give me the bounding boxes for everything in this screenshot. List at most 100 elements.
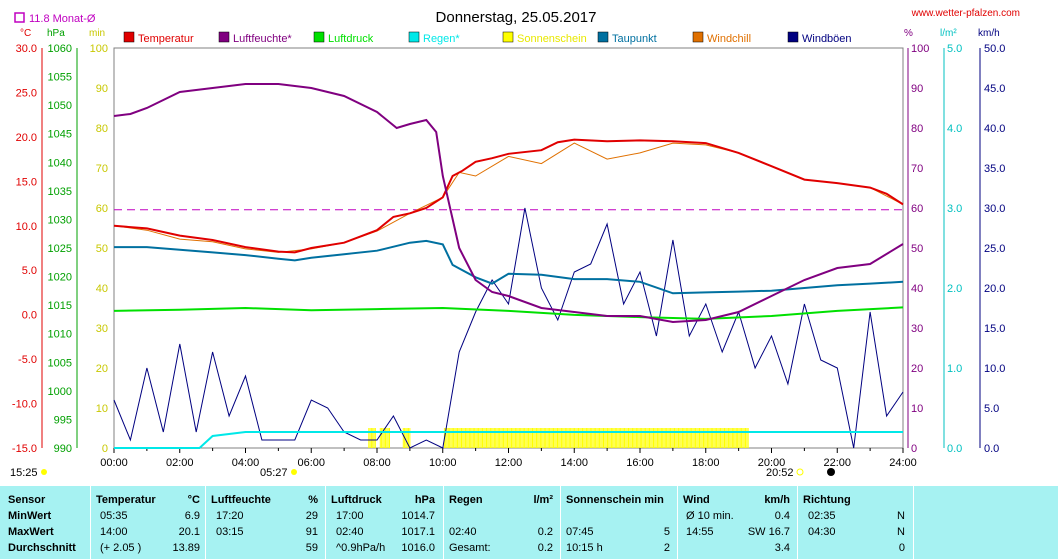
- stats-cell: Sensor: [8, 494, 46, 506]
- legend-label: Windböen: [802, 33, 852, 45]
- weather-chart: Donnerstag, 25.05.2017 www.wetter-pfalze…: [10, 8, 1020, 479]
- axis-tick-label: -5.0: [18, 354, 37, 366]
- axis-tick-label: 0: [911, 443, 917, 455]
- stats-cell: 1014.7: [401, 510, 435, 522]
- time-tick-label: 18:00: [692, 457, 720, 469]
- axis-tick-label: -10.0: [12, 399, 37, 411]
- wind-axis: 50.0 45.0 40.0 35.0 30.0 25.0 20.0 15.0 10.0 5.0 0…: [984, 43, 1005, 455]
- axis-tick-label: 0.0: [22, 310, 37, 322]
- series-luftdruck: [113, 306, 904, 320]
- legend-label: Sonnenschein: [517, 33, 587, 45]
- axis-tick-label: 990: [54, 443, 72, 455]
- stats-column-separator: [443, 486, 444, 559]
- axis-tick-label: -15.0: [12, 443, 37, 455]
- axis-tick-label: 1025: [48, 243, 72, 255]
- axis-tick-label: 1015: [48, 300, 72, 312]
- axis-tick-label: 1060: [48, 43, 72, 55]
- axis-tick-label: 30.0: [984, 203, 1005, 215]
- axis-tick-label: 25.0: [16, 87, 37, 99]
- axis-tick-label: 10.0: [16, 221, 37, 233]
- axis-tick-label: 100: [90, 43, 108, 55]
- axis-tick-label: 0.0: [984, 443, 999, 455]
- time-tick-label: 24:00: [889, 457, 917, 469]
- stats-cell: 0.4: [774, 510, 790, 522]
- stats-cell: 14:00: [100, 526, 128, 538]
- legend-swatch: [218, 31, 230, 43]
- stats-cell: Luftfeuchte: [211, 494, 271, 506]
- axis-tick-label: 1040: [48, 157, 72, 169]
- axis-tick-label: 90: [911, 83, 923, 95]
- stats-cell: Richtung: [803, 494, 851, 506]
- axis-tick-label: 50: [96, 243, 108, 255]
- rain-axis: 5.0 4.0 3.0 2.0 1.0 0.0: [947, 43, 962, 455]
- axis-tick-label: 1045: [48, 129, 72, 141]
- axis-tick-label: 1000: [48, 386, 72, 398]
- axis-tick-label: 1020: [48, 272, 72, 284]
- stats-cell: 6.9: [184, 510, 200, 522]
- stats-cell: 03:15: [216, 526, 244, 538]
- axis-tick-label: 20: [911, 363, 923, 375]
- legend-swatch: [123, 31, 135, 43]
- stats-cell: Temperatur: [96, 494, 156, 506]
- stats-column-separator: [797, 486, 798, 559]
- website-label: www.wetter-pfalzen.com: [911, 8, 1020, 19]
- stats-cell: 1016.0: [401, 542, 435, 554]
- legend-swatch: [692, 31, 704, 43]
- sunset-icon: [796, 468, 804, 476]
- monthly-average-legend: 11.8 Monat-Ø: [14, 12, 96, 25]
- axis-tick-label: 90: [96, 83, 108, 95]
- stats-cell: 3.4: [774, 542, 790, 554]
- legend-swatch: [313, 31, 325, 43]
- stats-column-separator: [913, 486, 914, 559]
- stats-cell: 04:30: [808, 526, 836, 538]
- axis-tick-label: 30: [911, 323, 923, 335]
- stats-cell: ^0.9hPa/h: [336, 542, 386, 554]
- time-tick-label: 12:00: [495, 457, 523, 469]
- axis-tick-label: 80: [96, 123, 108, 135]
- sunset-time: 20:52: [766, 467, 794, 479]
- axis-tick-label: 1050: [48, 100, 72, 112]
- sunrise-time-left: 15:25: [10, 467, 38, 479]
- axis-tick-label: 1055: [48, 72, 72, 84]
- axis-tick-label: 45.0: [984, 83, 1005, 95]
- legend-swatch: [502, 31, 514, 43]
- stats-cell: 29: [305, 510, 318, 522]
- axis-tick-label: 40: [911, 283, 923, 295]
- stats-column-separator: [560, 486, 561, 559]
- stats-cell: Ø 10 min.: [686, 510, 734, 522]
- stats-cell: l/m²: [533, 494, 553, 506]
- time-tick-label: 08:00: [363, 457, 391, 469]
- axis-tick-label: 15.0: [984, 323, 1005, 335]
- stats-cell: 1017.1: [401, 526, 435, 538]
- time-tick-label: 20:00: [758, 457, 786, 469]
- stats-cell: 2: [663, 542, 670, 554]
- legend-swatch: [408, 31, 420, 43]
- stats-cell: 14:55: [686, 526, 714, 538]
- temp-axis: 30.0 25.0 20.0 15.0 10.0 5.0 0.0 -5.0 -10.0 -15.0: [12, 43, 37, 455]
- axis-tick-label: 1005: [48, 357, 72, 369]
- axis-tick-label: 1030: [48, 214, 72, 226]
- stats-cell: MaxWert: [8, 526, 54, 538]
- stats-cell: 59: [305, 542, 318, 554]
- time-tick-label: 06:00: [297, 457, 325, 469]
- axis-tick-label: 0: [102, 443, 108, 455]
- stats-cell: 91: [305, 526, 318, 538]
- moon-icon: [827, 468, 835, 476]
- sun-axis-unit: min: [89, 28, 105, 39]
- axis-tick-label: 10: [911, 403, 923, 415]
- axis-tick-label: 4.0: [947, 123, 962, 135]
- plot-area: [113, 47, 904, 449]
- stats-cell: %: [308, 494, 318, 506]
- pressure-axis: 1060 1055 1050 1045 1040 1035 1030 1025 1020 1015…: [48, 43, 72, 455]
- axis-tick-label: 5.0: [22, 265, 37, 277]
- pressure-axis-unit: hPa: [47, 28, 65, 39]
- stats-cell: km/h: [764, 494, 790, 506]
- stats-cell: 17:00: [336, 510, 364, 522]
- sun-markers: 15:25 05:27 20:52: [10, 467, 835, 479]
- axis-tick-label: 70: [911, 163, 923, 175]
- stats-cell: Wind: [683, 494, 710, 506]
- axis-tick-label: 5.0: [947, 43, 962, 55]
- wind-axis-unit: km/h: [978, 28, 1000, 39]
